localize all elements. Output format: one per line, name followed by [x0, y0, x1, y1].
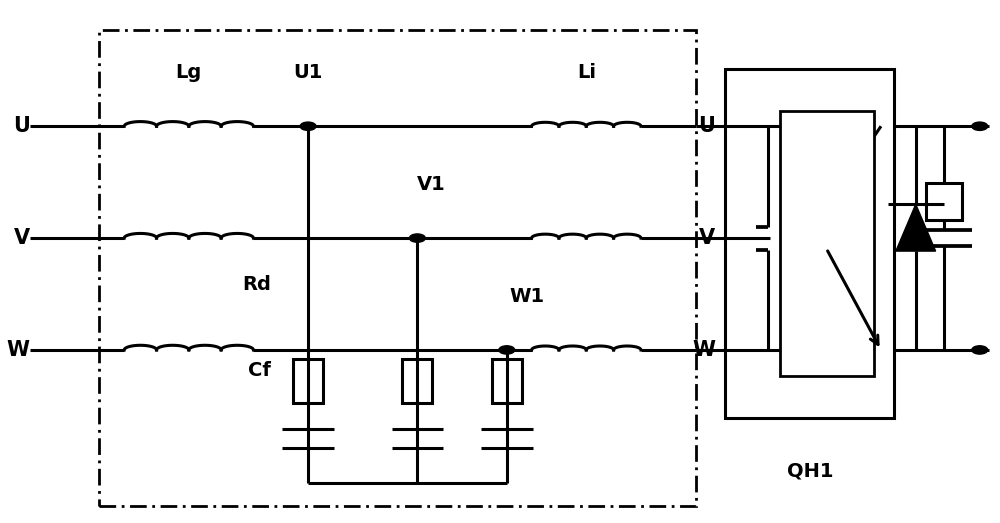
Bar — [780, 111, 874, 376]
Text: QH1: QH1 — [787, 462, 833, 481]
Text: U: U — [699, 116, 715, 137]
Text: Li: Li — [577, 63, 596, 82]
Text: V1: V1 — [417, 175, 446, 194]
Circle shape — [972, 346, 988, 354]
Bar — [492, 359, 522, 403]
Text: V: V — [699, 228, 715, 248]
Text: U: U — [13, 116, 30, 137]
Text: Rd: Rd — [242, 276, 271, 294]
Bar — [926, 184, 962, 220]
Text: V: V — [14, 228, 30, 248]
Bar — [293, 359, 323, 403]
Circle shape — [300, 122, 316, 130]
Text: W: W — [7, 340, 30, 360]
Circle shape — [499, 346, 515, 354]
Bar — [725, 69, 894, 417]
Text: W1: W1 — [510, 287, 545, 306]
Circle shape — [972, 122, 988, 130]
Bar — [402, 359, 432, 403]
Text: U1: U1 — [293, 63, 323, 82]
Text: Cf: Cf — [248, 361, 271, 380]
Text: Lg: Lg — [176, 63, 202, 82]
Text: W: W — [692, 340, 715, 360]
Circle shape — [409, 234, 425, 242]
Polygon shape — [896, 204, 936, 251]
Bar — [99, 30, 696, 506]
